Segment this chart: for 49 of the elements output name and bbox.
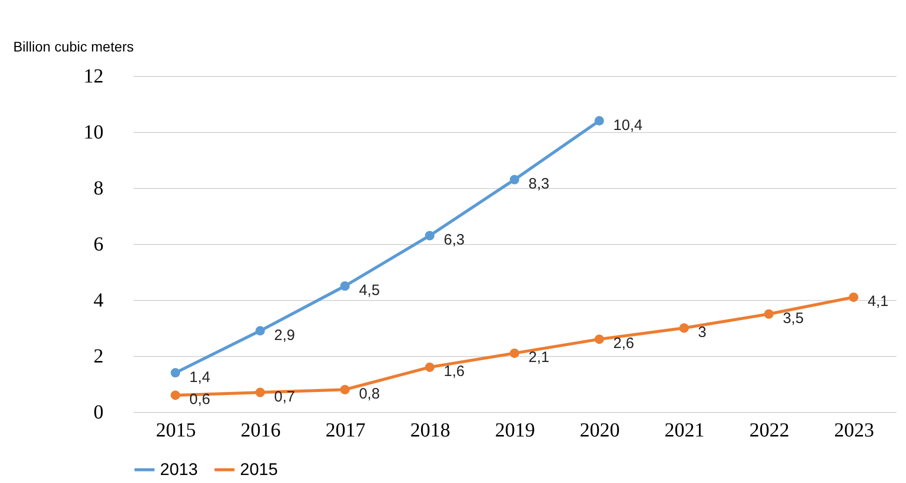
data-label: 10,4: [613, 116, 642, 134]
x-tick-label: 2020: [580, 420, 620, 442]
x-tick-label: 2018: [410, 420, 450, 442]
data-label: 0,6: [189, 391, 210, 408]
data-label: 1,4: [189, 368, 210, 386]
point: [679, 323, 689, 333]
data-label: 1,6: [444, 363, 465, 380]
y-tick-label: 6: [94, 234, 104, 256]
x-tick-label: 2021: [664, 420, 705, 442]
y-tick-label: 10: [84, 122, 104, 144]
data-label: 3: [698, 324, 706, 341]
y-axis-title: Billion cubic meters: [13, 38, 134, 54]
data-label: 0,8: [358, 386, 380, 403]
data-label: 4,1: [868, 293, 888, 310]
y-tick-label: 0: [94, 402, 104, 424]
point: [255, 388, 265, 398]
data-label: 2,6: [613, 335, 634, 352]
point: [848, 292, 858, 302]
y-tick-label: 2: [94, 346, 104, 368]
data-label: 2,1: [528, 349, 550, 366]
legend-label: 2015: [240, 460, 278, 479]
point: [340, 384, 350, 394]
y-tick-label: 8: [94, 178, 104, 200]
point: [510, 348, 520, 358]
x-tick-label: 2023: [834, 420, 874, 442]
data-label: 2,9: [274, 326, 296, 344]
x-tick-label: 2022: [749, 420, 790, 442]
point: [424, 230, 434, 240]
x-tick-label: 2016: [240, 420, 281, 442]
point: [764, 309, 774, 319]
point: [340, 281, 350, 291]
point: [594, 334, 604, 344]
point: [170, 368, 180, 378]
data-label: 8,3: [528, 176, 550, 193]
point: [424, 362, 434, 372]
legend-label: 2013: [160, 460, 198, 479]
y-tick-label: 12: [84, 66, 104, 88]
x-tick-label: 2017: [325, 420, 366, 442]
point: [170, 390, 180, 400]
point: [510, 174, 520, 184]
data-label: 3,5: [782, 310, 804, 327]
data-label: 6,3: [444, 232, 465, 249]
x-tick-label: 2019: [495, 420, 535, 442]
point: [255, 326, 265, 336]
y-tick-label: 4: [94, 290, 104, 312]
data-label: 0,7: [274, 388, 296, 406]
data-label: 4,5: [358, 282, 380, 299]
x-tick-label: 2015: [156, 420, 196, 442]
point: [594, 116, 604, 126]
